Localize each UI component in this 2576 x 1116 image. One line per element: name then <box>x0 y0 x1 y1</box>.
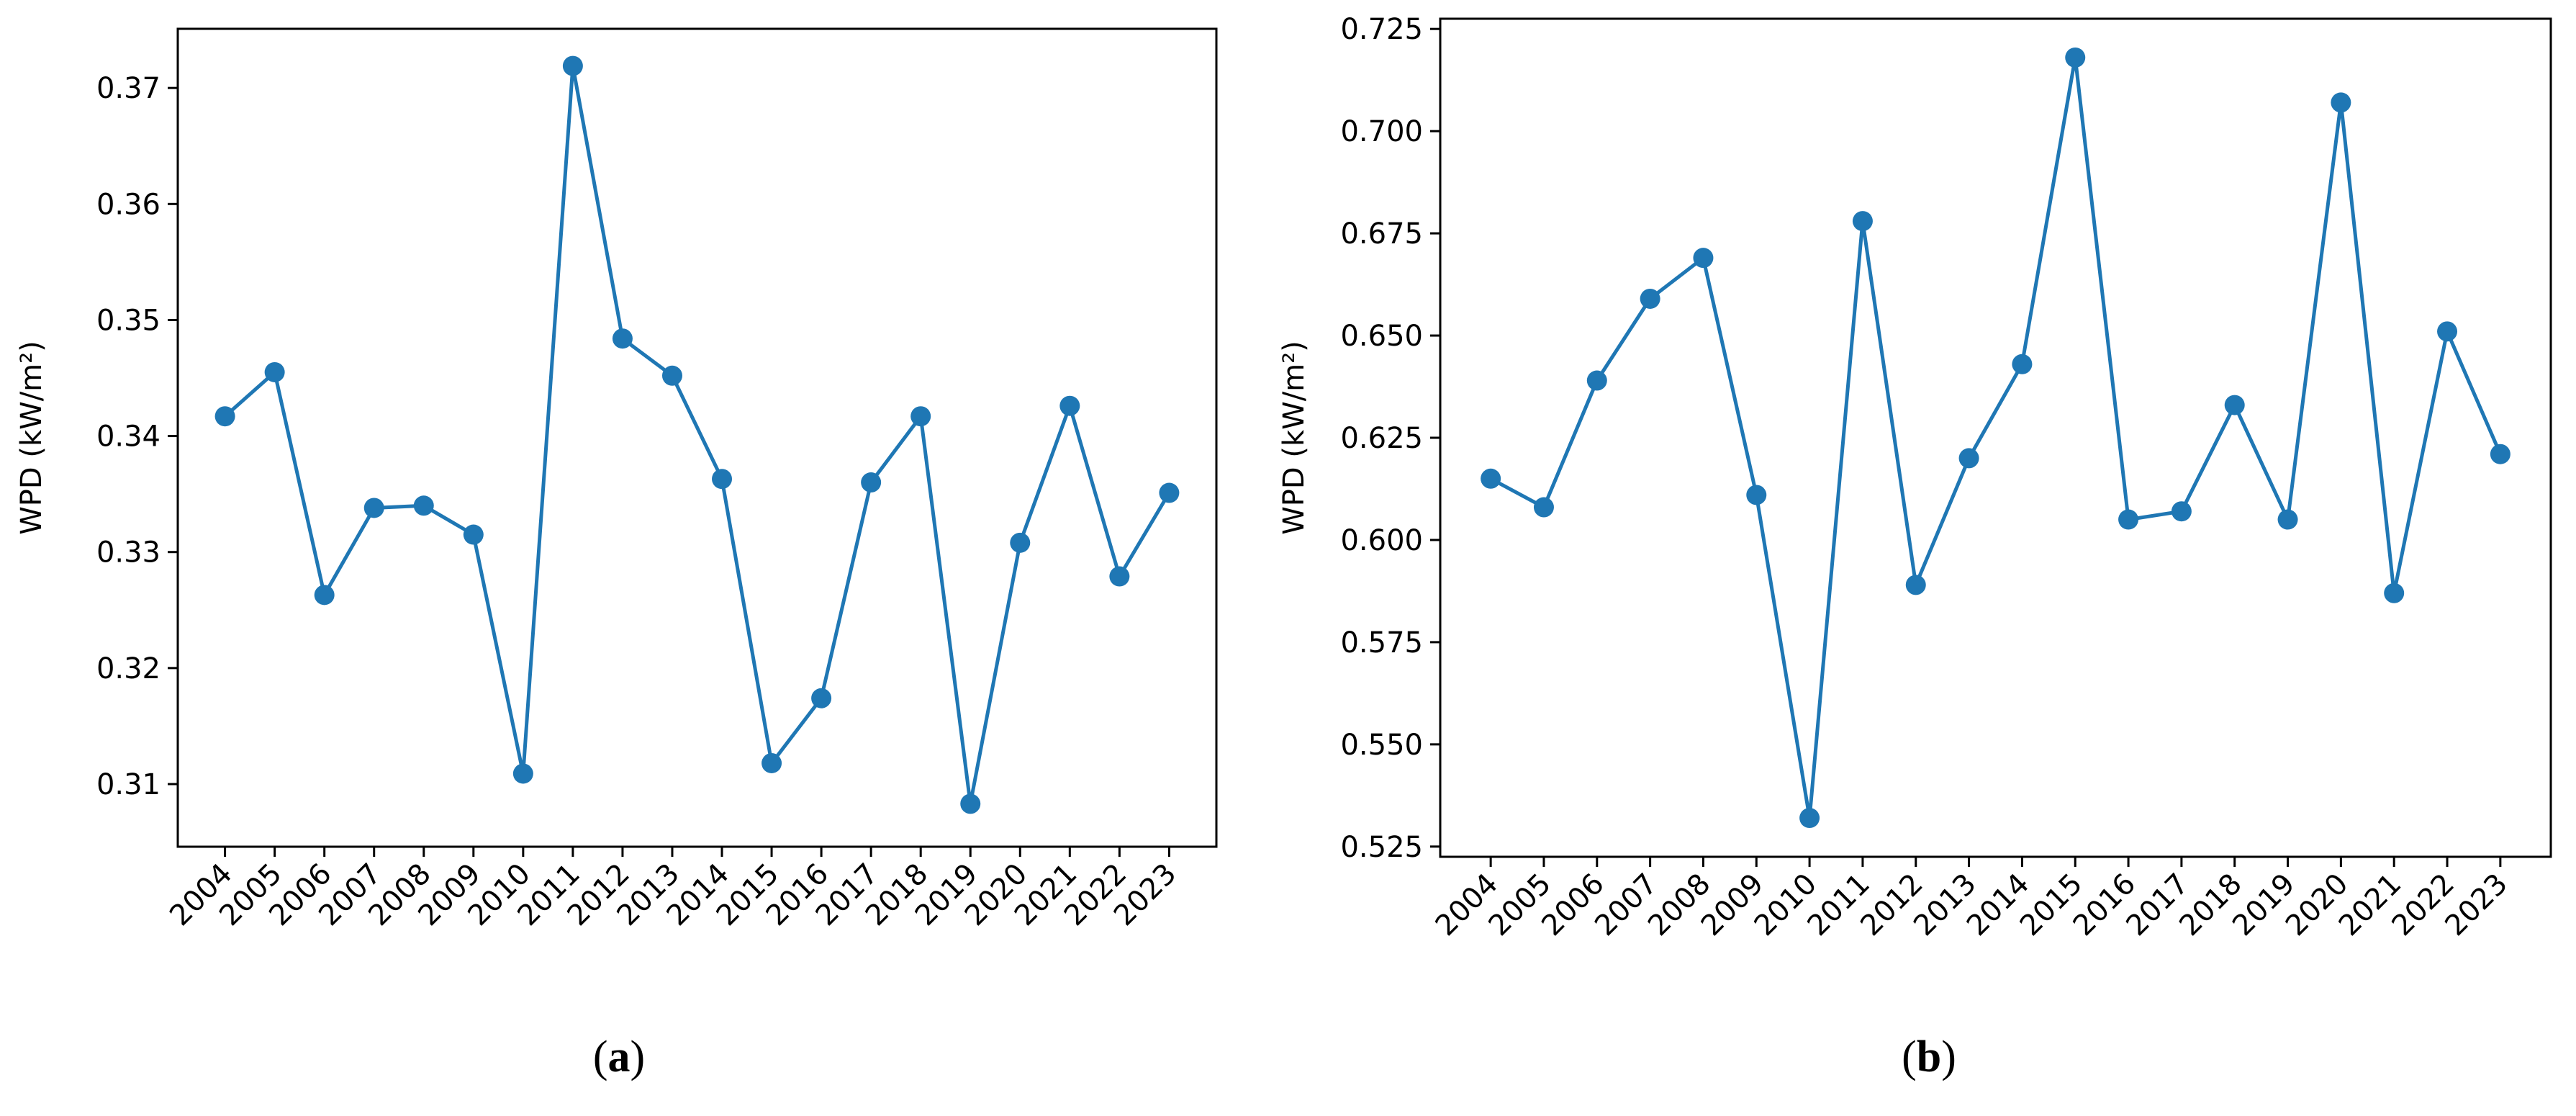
data-point <box>2065 47 2086 68</box>
data-point <box>1746 485 1767 505</box>
y-tick-label: 0.35 <box>96 304 161 337</box>
y-tick-label: 0.34 <box>96 420 161 454</box>
x-tick-label: 2020 <box>2279 868 2355 943</box>
y-axis-label: WPD (kW/m²) <box>15 341 48 535</box>
data-point <box>2331 92 2351 113</box>
data-point <box>1905 575 1926 595</box>
data-point <box>2171 501 2192 522</box>
x-tick-label: 2007 <box>1588 868 1664 943</box>
data-point <box>214 406 235 427</box>
data-point <box>612 328 633 349</box>
caption-paren-close: ) <box>1941 1032 1956 1081</box>
data-point <box>910 406 931 427</box>
data-point <box>1693 248 1714 269</box>
plot-area <box>176 27 1218 848</box>
data-point <box>1852 211 1873 232</box>
y-tick-label: 0.36 <box>96 188 161 221</box>
caption-paren-open: ( <box>593 1032 608 1081</box>
caption-letter: b <box>1917 1032 1941 1081</box>
x-tick-label: 2015 <box>2014 868 2089 943</box>
panel-caption: (a) <box>593 1032 645 1081</box>
y-tick-label: 0.31 <box>96 768 161 801</box>
y-tick-label: 0.600 <box>1340 524 1423 557</box>
y-tick-label: 0.33 <box>96 536 161 570</box>
x-tick-label: 2019 <box>2226 868 2302 943</box>
data-point <box>1109 566 1130 587</box>
x-tick-label: 2022 <box>2386 868 2462 943</box>
x-tick-label: 2016 <box>2067 868 2143 943</box>
caption-letter: a <box>608 1032 631 1081</box>
x-tick-label: 2005 <box>1483 868 1558 943</box>
data-point <box>2384 582 2405 603</box>
x-tick-label: 2014 <box>1961 868 2036 943</box>
data-point <box>1958 448 1979 469</box>
y-tick-label: 0.37 <box>96 72 161 105</box>
caption-paren-close: ) <box>631 1032 646 1081</box>
data-point <box>712 469 733 490</box>
data-point <box>811 688 832 708</box>
data-point <box>463 524 484 545</box>
x-tick-label: 2012 <box>1854 868 1930 943</box>
data-point <box>1586 370 1607 391</box>
y-tick-label: 0.725 <box>1340 13 1423 46</box>
data-point <box>314 585 335 606</box>
data-point <box>2224 395 2245 415</box>
data-point <box>1481 468 1501 489</box>
chart-panel-b: 0.525 0.550 0.575 0.600 0.625 0.650 0.675 0.700… <box>1278 13 2552 1081</box>
y-tick-label: 0.675 <box>1340 217 1423 251</box>
y-tick-label: 0.650 <box>1340 320 1423 353</box>
x-tick-label: 2004 <box>1429 868 1505 943</box>
x-tick-label: 2017 <box>2120 868 2195 943</box>
x-tick-label: 2011 <box>1801 868 1876 943</box>
series-line <box>1489 55 2503 820</box>
y-axis-label: WPD (kW/m²) <box>1278 341 1311 535</box>
x-tick-label: 2009 <box>1695 868 1771 943</box>
x-tick-label: 2013 <box>1907 868 1983 943</box>
plot-area <box>1439 17 2552 858</box>
x-tick-label: 2006 <box>1535 868 1611 943</box>
caption-paren-open: ( <box>1902 1032 1917 1081</box>
data-point <box>2490 444 2511 464</box>
y-tick-label: 0.700 <box>1340 115 1423 148</box>
data-point <box>761 752 782 773</box>
data-point <box>264 361 285 382</box>
data-point <box>2012 354 2033 374</box>
y-tick-label: 0.32 <box>96 652 161 685</box>
x-tick-label: 2010 <box>1748 868 1824 943</box>
data-point <box>1533 497 1554 518</box>
data-point <box>512 763 533 784</box>
data-point <box>1059 395 1080 416</box>
data-point <box>1010 532 1031 553</box>
data-point <box>1640 288 1660 309</box>
data-point <box>661 365 682 386</box>
x-tick-label: 2008 <box>1642 868 1717 943</box>
data-point <box>2437 321 2458 342</box>
data-point <box>1799 808 1820 829</box>
chart-panel-a: 0.310.320.330.340.350.360.37200420052006… <box>15 27 1218 1081</box>
series-line <box>223 64 1171 806</box>
data-point <box>2277 509 2298 530</box>
data-point <box>1159 482 1180 503</box>
y-tick-label: 0.525 <box>1340 831 1423 864</box>
x-tick-label: 2023 <box>2439 868 2514 943</box>
y-tick-label: 0.575 <box>1340 626 1423 660</box>
panel-caption: (b) <box>1902 1032 1956 1081</box>
y-tick-label: 0.550 <box>1340 729 1423 762</box>
y-tick-label: 0.625 <box>1340 422 1423 455</box>
data-point <box>562 55 583 76</box>
data-point <box>960 793 981 814</box>
data-point <box>413 495 434 516</box>
data-point <box>861 472 882 493</box>
data-point <box>363 498 384 518</box>
data-point <box>2118 509 2139 530</box>
x-tick-label: 2018 <box>2173 868 2249 943</box>
x-tick-label: 2021 <box>2333 868 2408 943</box>
